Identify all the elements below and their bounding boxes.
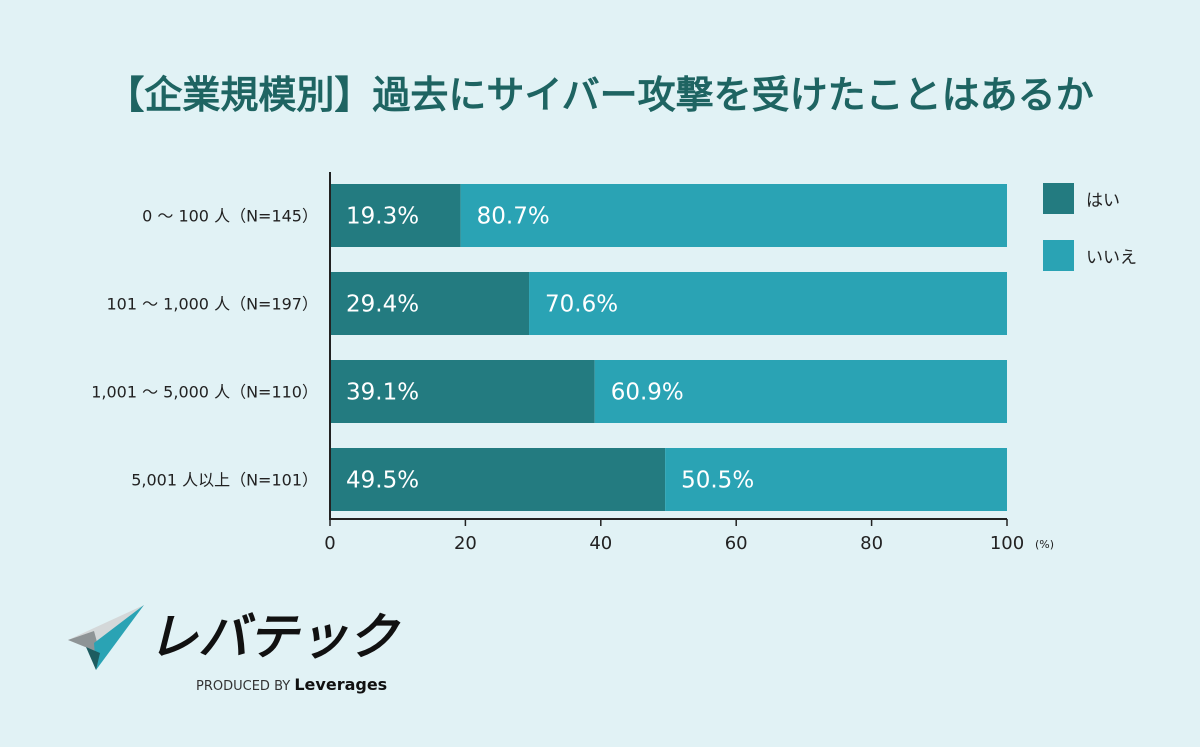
data-label: 29.4% [346,292,419,318]
x-tick-label: 20 [454,533,477,554]
x-tick-label: 0 [324,533,335,554]
category-label: 0 〜 100 人（N=145） [142,207,318,226]
data-label: 49.5% [346,468,419,494]
x-tick-label: 40 [589,533,612,554]
x-axis-unit: (%) [1035,538,1054,551]
legend-item-no: いいえ [1043,240,1137,271]
bar-segment-no [460,184,1007,247]
category-label: 5,001 人以上（N=101） [131,471,318,490]
bar-segment-no [529,272,1007,335]
data-label: 50.5% [681,468,754,494]
legend-label: はい [1086,191,1120,211]
data-label: 80.7% [477,204,550,230]
x-tick-label: 100 [990,533,1024,554]
bar-segment-no [665,448,1007,511]
bar-segment-no [594,360,1007,423]
legend-swatch [1043,183,1074,214]
legend-swatch [1043,240,1074,271]
x-tick-label: 60 [725,533,748,554]
produced-by-label: PRODUCED BY [196,679,291,694]
legend-label: いいえ [1086,248,1137,268]
data-label: 39.1% [346,380,419,406]
data-label: 60.9% [611,380,684,406]
bar-segment-yes [330,184,461,247]
bar-segment-yes [330,272,530,335]
category-label: 1,001 〜 5,000 人（N=110） [91,383,318,402]
x-tick-label: 80 [860,533,883,554]
chart-title: 【企業規模別】過去にサイバー攻撃を受けたことはあるか [106,73,1094,117]
company-name: Leverages [294,675,388,694]
bar-segment-yes [330,448,666,511]
produced-by: PRODUCED BY Leverages [196,676,387,696]
category-label: 101 〜 1,000 人（N=197） [106,295,318,314]
legend-item-yes: はい [1043,183,1120,214]
data-label: 70.6% [545,292,618,318]
leverages-logo-icon [68,605,144,670]
bar-segment-yes [330,360,595,423]
data-label: 19.3% [346,204,419,230]
brand-logo-text: レバテック [148,608,398,666]
